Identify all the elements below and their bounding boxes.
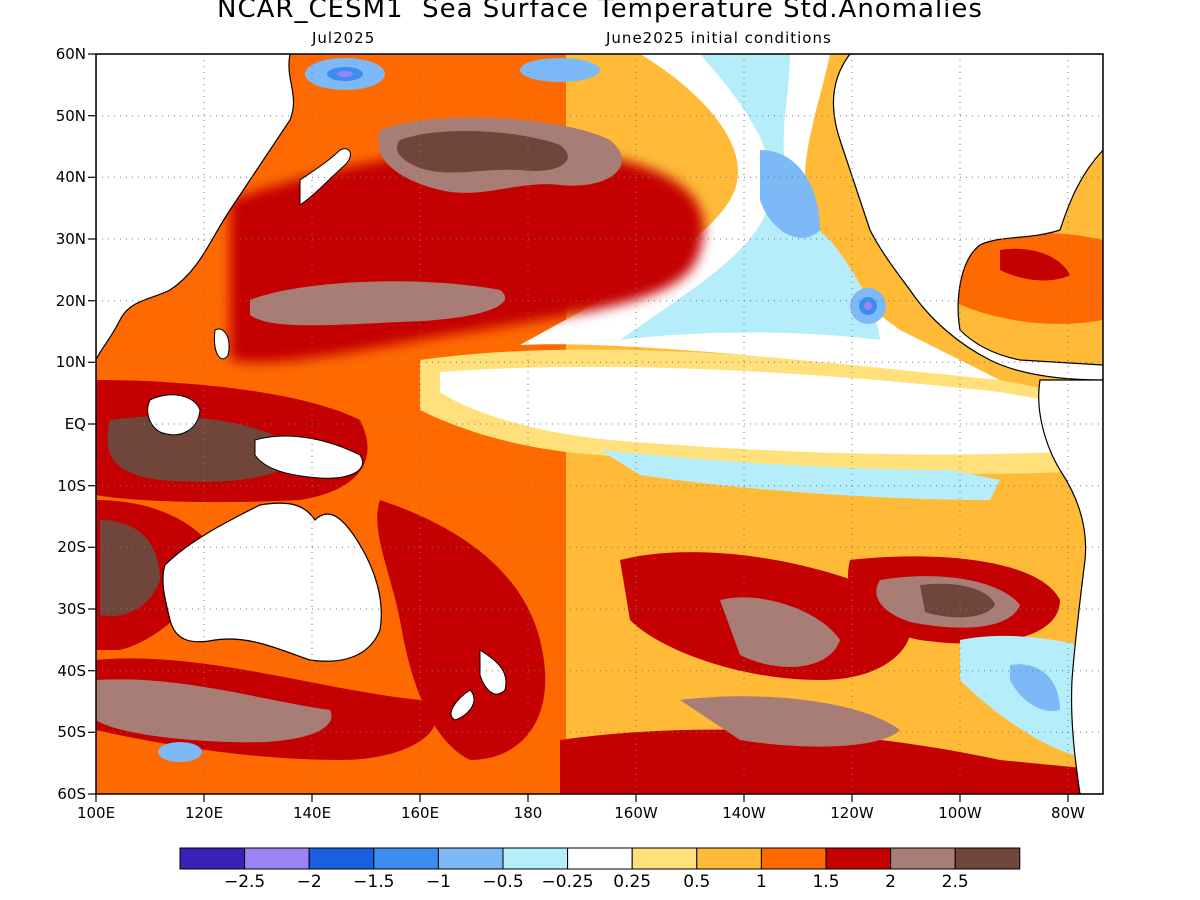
colorbar-swatch: [179, 847, 246, 870]
colorbar-swatch: [760, 847, 827, 870]
colorbar-swatch: [308, 847, 375, 870]
lat-label: 10S: [57, 477, 86, 495]
lon-label: 120E: [184, 804, 224, 822]
initial-conditions-label: June2025 initial conditions: [606, 29, 832, 47]
colorbar-label: −1: [425, 872, 451, 892]
lat-label: 20N: [55, 292, 86, 310]
colorbar-swatch: [825, 847, 892, 870]
lat-label: 50S: [57, 723, 86, 741]
colorbar-label: −0.5: [482, 872, 524, 892]
colorbar-label: −1.5: [353, 872, 395, 892]
colorbar-label: 1: [755, 872, 767, 892]
colorbar-swatch: [373, 847, 439, 870]
sst-anomaly-field: [96, 54, 1103, 794]
colorbar-swatch: [631, 847, 698, 870]
lat-label: 30S: [57, 600, 86, 618]
colorbar-label: 1.5: [812, 872, 840, 892]
map-title: NCAR_CESM1 Sea Surface Temperature Std.A…: [217, 0, 983, 24]
lon-label: 100W: [938, 804, 982, 822]
colorbar-swatch: [890, 847, 956, 870]
colorbar-label: 2.5: [941, 872, 969, 892]
lat-label: 40S: [57, 662, 86, 680]
lat-label: 50N: [55, 107, 86, 125]
colorbar-swatch: [696, 847, 762, 870]
lon-label: 140W: [722, 804, 766, 822]
colorbar-swatch: [502, 847, 569, 870]
colorbar-label: 2: [885, 872, 896, 892]
lon-label: 140E: [292, 804, 332, 822]
lat-label: 10N: [55, 353, 86, 371]
colorbar-swatch: [244, 847, 310, 870]
colorbar-label: 0.25: [613, 872, 652, 892]
lon-label: 80W: [1051, 804, 1085, 822]
colorbar: [179, 847, 1021, 870]
lat-label: 30N: [55, 230, 86, 248]
lat-label: 40N: [55, 168, 86, 186]
colorbar-label: −0.25: [541, 872, 594, 892]
colorbar-swatch: [437, 847, 504, 870]
colorbar-label: −2.5: [223, 872, 266, 892]
valid-month-label: Jul2025: [312, 29, 376, 47]
colorbar-label: −2: [296, 872, 322, 892]
lat-label: 60S: [57, 785, 86, 803]
lat-label: 20S: [57, 538, 86, 556]
colorbar-swatch: [567, 847, 633, 870]
lat-label: EQ: [64, 415, 86, 433]
lon-label: 180: [513, 804, 543, 822]
lon-label: 160W: [614, 804, 658, 822]
lon-label: 120W: [830, 804, 874, 822]
lon-label: 160E: [400, 804, 440, 822]
colorbar-label: 0.5: [683, 872, 711, 892]
lat-label: 60N: [55, 45, 86, 63]
lon-label: 100E: [76, 804, 116, 822]
colorbar-swatch: [954, 847, 1021, 870]
